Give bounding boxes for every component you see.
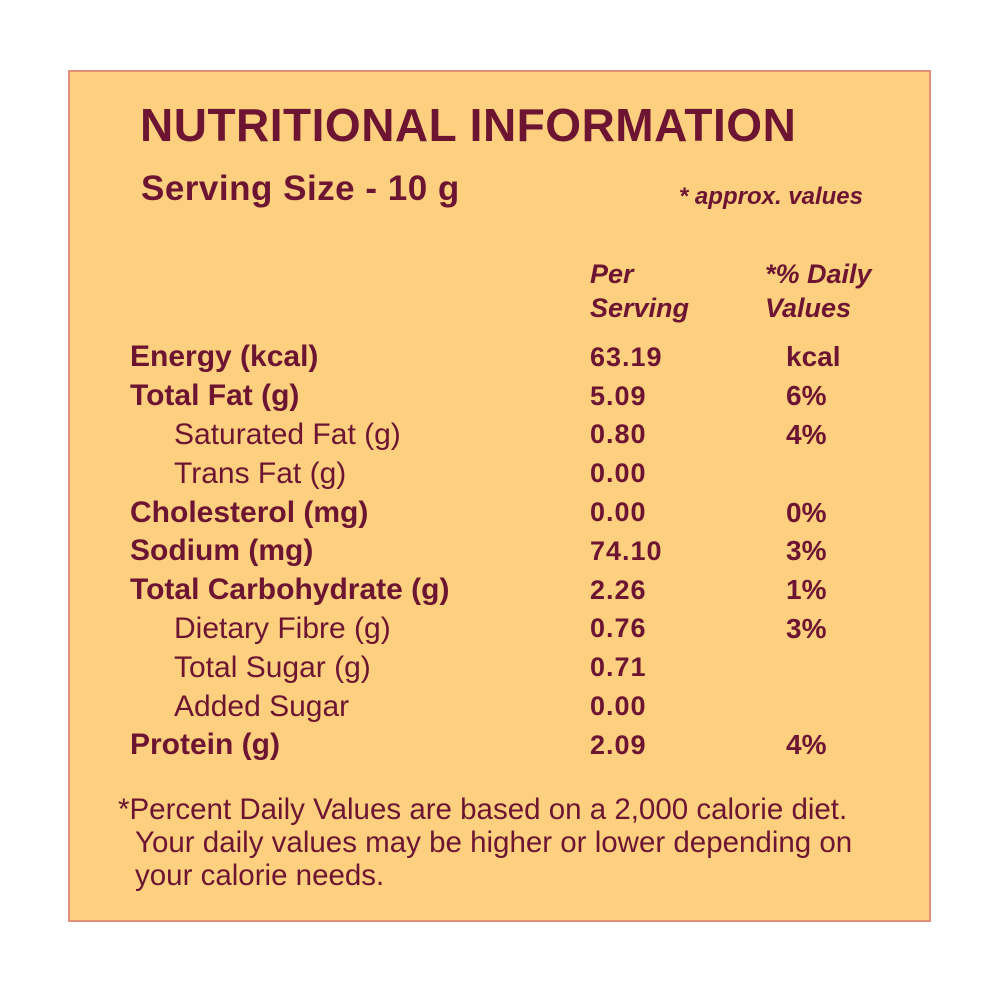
row-per-serving-value: 2.09 [590,729,647,760]
footnote-line2: Your daily values may be higher or lower… [135,826,853,859]
row-label: Total Sugar (g) [174,650,371,684]
row-daily-value: 4% [786,418,827,450]
row-label: Sodium (mg) [130,534,314,568]
column-header-daily-values: *% Daily Values [765,257,872,325]
serving-size-label: Serving Size - 10 g [141,169,460,208]
page-title: NUTRITIONAL INFORMATION [140,99,797,151]
row-per-serving-value: 0.76 [590,613,647,644]
table-row-energy: Energy (kcal) 63.19 kcal [70,338,929,377]
row-daily-value: 3% [786,535,827,567]
table-row-sodium: Sodium (mg) 74.10 3% [70,532,929,571]
row-label: Trans Fat (g) [174,456,347,490]
row-label: Saturated Fat (g) [174,417,401,451]
approx-values-note: * approx. values [678,183,863,210]
row-per-serving-value: 5.09 [590,380,647,411]
row-daily-value: 6% [786,380,827,412]
row-per-serving-value: 0.00 [590,458,647,489]
row-label: Total Fat (g) [130,379,300,413]
row-label: Total Carbohydrate (g) [130,573,450,607]
row-per-serving-value: 2.26 [590,574,647,605]
table-row-saturated-fat: Saturated Fat (g) 0.80 4% [70,416,929,455]
row-per-serving-value: 0.00 [590,691,647,722]
column-header-daily-values-line2: Values [765,293,852,323]
row-label: Dietary Fibre (g) [174,611,391,645]
table-row-dietary-fibre: Dietary Fibre (g) 0.76 3% [70,610,929,649]
nutrition-table: Energy (kcal) 63.19 kcal Total Fat (g) 5… [70,338,929,765]
table-row-added-sugar: Added Sugar 0.00 [70,687,929,726]
row-daily-value: 4% [786,729,827,761]
table-row-total-sugar: Total Sugar (g) 0.71 [70,648,929,687]
table-row-trans-fat: Trans Fat (g) 0.00 [70,454,929,493]
table-row-protein: Protein (g) 2.09 4% [70,726,929,765]
row-per-serving-value: 0.80 [590,419,647,450]
column-header-per-serving-line1: Per [590,259,634,289]
row-label: Protein (g) [130,728,280,762]
daily-values-footnote: *Percent Daily Values are based on a 2,0… [118,793,852,892]
footnote-line1: *Percent Daily Values are based on a 2,0… [118,793,848,826]
row-daily-value: 3% [786,612,827,644]
row-per-serving-value: 74.10 [590,535,663,566]
column-header-per-serving: Per Serving [590,257,689,325]
row-label: Added Sugar [174,689,350,723]
row-per-serving-value: 63.19 [590,341,663,372]
row-label: Energy (kcal) [130,340,319,374]
table-row-total-carbohydrate: Total Carbohydrate (g) 2.26 1% [70,571,929,610]
table-row-total-fat: Total Fat (g) 5.09 6% [70,377,929,416]
column-header-daily-values-line1: *% Daily [765,259,872,289]
column-header-per-serving-line2: Serving [590,293,690,323]
row-daily-value: kcal [786,341,841,373]
row-label: Cholesterol (mg) [130,495,369,529]
row-daily-value: 1% [786,574,827,606]
table-row-cholesterol: Cholesterol (mg) 0.00 0% [70,493,929,532]
footnote-line3: your calorie needs. [135,859,385,892]
row-daily-value: 0% [786,496,827,528]
row-per-serving-value: 0.00 [590,497,647,528]
nutrition-label-panel: NUTRITIONAL INFORMATION Serving Size - 1… [68,70,931,922]
row-per-serving-value: 0.71 [590,652,647,683]
